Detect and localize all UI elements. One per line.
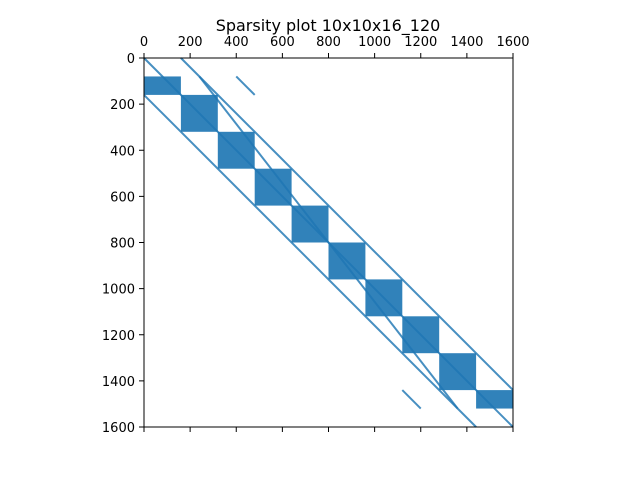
- y-tick-label-1: 200: [110, 98, 135, 113]
- y-tick-label-8: 1600: [102, 421, 135, 436]
- x-tick-label-3: 600: [270, 35, 295, 50]
- y-tick-label-6: 1200: [102, 329, 135, 344]
- y-tick-label-4: 800: [110, 237, 135, 252]
- y-tick-label-0: 0: [127, 52, 135, 67]
- x-tick-label-0: 0: [140, 35, 148, 50]
- nonzero-diagonal-2: [180, 57, 514, 391]
- nonzero-diagonal-3: [198, 75, 459, 410]
- chart-title: Sparsity plot 10x10x16_120: [216, 16, 441, 36]
- nonzero-block-0: [144, 76, 181, 95]
- x-tick-label-4: 800: [316, 35, 341, 50]
- nonzero-block-9: [476, 390, 513, 409]
- y-tick-label-2: 400: [110, 144, 135, 159]
- x-tick-label-1: 200: [178, 35, 203, 50]
- x-tick-label-5: 1000: [358, 35, 391, 50]
- x-tick-label-2: 400: [224, 35, 249, 50]
- x-tick-label-6: 1200: [404, 35, 437, 50]
- axis-ticks: 0 200 400 600 800 1000 1200 1400 1600 0 200 400 600 8…: [102, 35, 530, 436]
- x-tick-label-7: 1400: [450, 35, 483, 50]
- y-tick-label-3: 600: [110, 190, 135, 205]
- plot-marks: [143, 57, 514, 428]
- nonzero-diagonal-1: [143, 94, 477, 428]
- nonzero-diagonal-4: [235, 75, 256, 96]
- y-tick-label-5: 1000: [102, 283, 135, 298]
- nonzero-diagonal-5: [401, 389, 422, 410]
- y-tick-label-7: 1400: [102, 375, 135, 390]
- x-tick-label-8: 1600: [496, 35, 529, 50]
